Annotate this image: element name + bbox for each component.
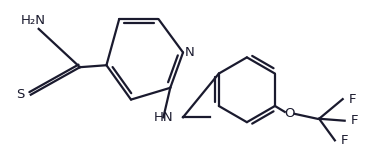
Text: HN: HN [154,111,173,124]
Text: H₂N: H₂N [21,14,46,27]
Text: O: O [285,107,295,120]
Text: F: F [350,114,358,127]
Text: F: F [341,134,348,147]
Text: S: S [17,88,25,101]
Text: F: F [349,93,356,106]
Text: N: N [185,46,195,59]
